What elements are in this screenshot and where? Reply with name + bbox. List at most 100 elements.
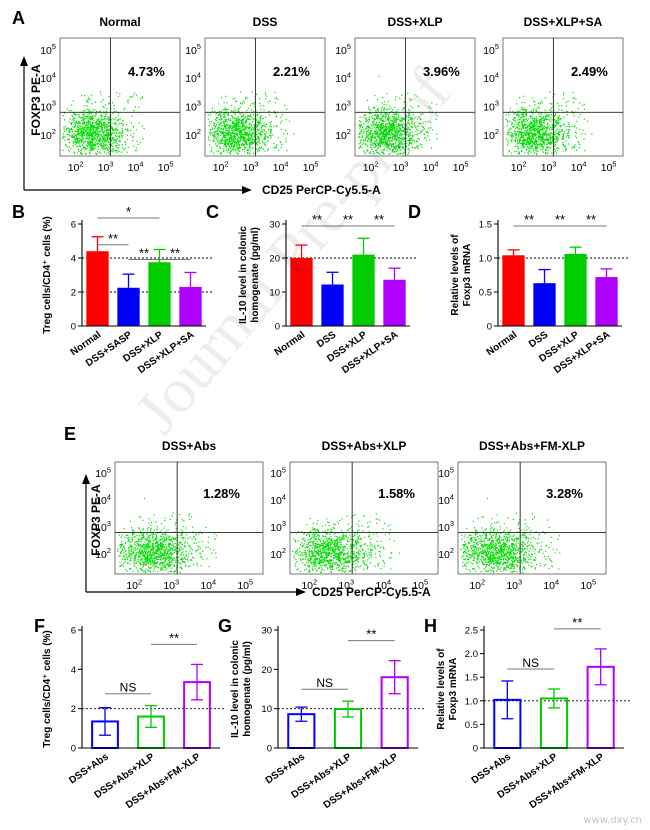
flow-dot [117,124,119,126]
flow-dot [530,139,532,141]
flow-dot [242,122,244,125]
flow-dot [121,137,123,139]
flow-dot [170,564,172,566]
flow-dot [96,132,98,134]
flow-dot [245,127,247,129]
flow-dot [224,143,226,145]
flow-dot [70,148,72,150]
flow-dot [161,538,163,540]
flow-dot [529,123,531,125]
flow-dot [522,145,524,147]
flow-dot [389,137,391,139]
flow-dot [552,126,554,128]
flow-dot [76,134,78,136]
flow-dot [244,127,246,129]
flow-dot [515,126,518,128]
flow-dot [107,135,110,137]
flow-dot [561,131,563,133]
flow-dot [362,139,364,141]
flow-dot [401,130,403,132]
flow-dot [546,139,548,142]
flow-dot [566,105,568,107]
flow-dot [162,548,164,550]
flow-dot [115,110,117,112]
flow-dot [257,120,259,122]
flow-dot [240,123,242,125]
flow-dot [388,144,390,146]
flow-dot [241,143,243,145]
flow-dot [557,139,559,141]
flow-dot [217,137,219,139]
flow-dot [225,138,227,140]
flow-dot [95,127,98,129]
flow-dot [78,142,80,144]
flow-dot [183,561,185,563]
flow-dot [104,151,106,153]
flow-dot [82,126,84,128]
flow-dot [164,564,166,566]
flow-dot [534,119,536,121]
flow-dot [130,545,132,547]
flow-dot [551,135,553,138]
flow-dot [132,136,134,138]
flow-dot [386,104,388,106]
flow-dot [396,132,398,134]
flow-dot [380,117,383,119]
flow-dot [122,120,124,122]
flow-dot [152,565,154,567]
flow-dot [152,550,154,552]
flow-dot [142,566,144,568]
flow-dot [540,128,542,130]
flow-dot [138,122,140,124]
flow-dot [564,146,566,148]
flow-dot [86,131,88,133]
flow-dot [522,144,524,146]
flow-dot [143,544,145,546]
flow-dot [430,127,432,129]
flow-dot [401,123,403,125]
flow-dot [87,123,89,126]
flow-dot [533,150,535,152]
flow-dot [238,148,240,150]
flow-dot [148,518,150,520]
flow-dot [164,559,166,561]
flow-dot [578,116,580,118]
flow-dot [185,553,187,555]
flow-dot [122,132,124,134]
flow-dot [402,107,405,109]
flow-dot [149,546,151,548]
flow-dot [419,117,421,120]
flow-dot [107,116,109,118]
flow-dot [96,136,98,138]
flow-dot [553,115,556,117]
flow-dot [505,118,507,120]
flow-dot [237,144,239,146]
flow-dot [382,140,384,142]
flow-dot [371,134,373,136]
flow-dot [554,150,557,152]
flow-dot [84,135,86,137]
flow-dot [263,131,265,133]
flow-dot [544,125,546,127]
flow-dot [547,125,549,127]
flow-dot [380,134,382,136]
flow-dot [245,98,247,100]
flow-dot [73,119,75,121]
flow-dot [81,123,83,126]
flow-dot [78,144,80,146]
flow-dot [557,133,559,135]
flow-dot [78,114,80,116]
flow-dot [529,122,531,124]
flow-dot [407,92,409,94]
flow-dot [239,140,241,142]
flow-dot [77,127,80,129]
flow-dot [187,565,189,568]
flow-dot [216,141,219,143]
flow-dot [540,138,542,140]
flow-dot [549,136,551,138]
flow-dot [373,119,375,121]
flow-dot [175,547,177,549]
flow-dot [280,128,282,130]
flow-dot [107,141,109,143]
flow-dot [239,150,241,152]
